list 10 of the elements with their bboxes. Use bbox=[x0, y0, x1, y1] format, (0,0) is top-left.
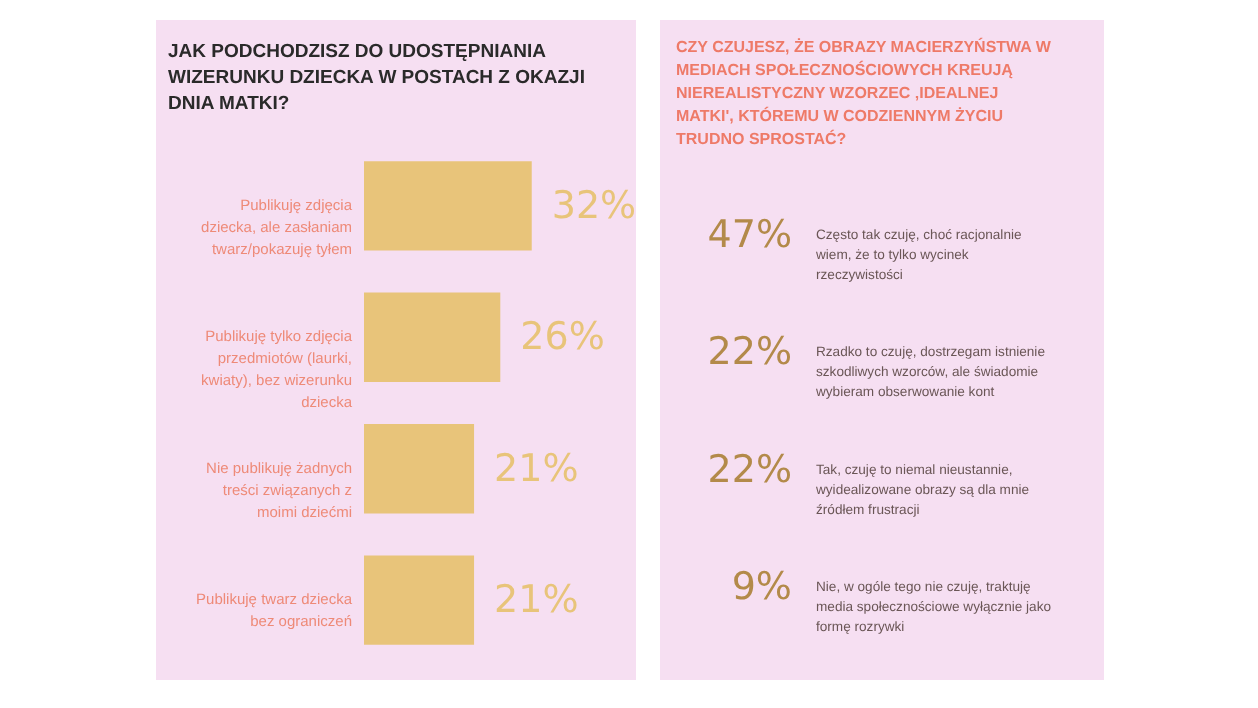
data-label: 9% bbox=[731, 565, 792, 610]
data-label: 21% bbox=[494, 446, 579, 491]
data-label: 22% bbox=[707, 447, 792, 492]
data-label: 22% bbox=[707, 330, 792, 375]
data-label: 21% bbox=[494, 578, 579, 623]
chart-title: JAK PODCHODZISZ DO UDOSTĘPNIANIA WIZERUNKU DZIECKA W POSTACH Z OKAZJI DNIA MATKI? bbox=[168, 41, 585, 115]
data-label: 32% bbox=[551, 183, 637, 228]
data-label: 47% bbox=[707, 212, 792, 257]
data-label: 26% bbox=[520, 315, 605, 360]
text: CZY CZUJESZ, ŻE OBRAZY MACIERZYŃSTWA W MEDIACH SPOŁECZNOŚCIOWYCH KREUJĄ NIEREALISTYCZNY WZORZEC ‚IDEALNEJ MATKI', KTÓREMU W CODZIENNYM ŻYCIU TRUDNO SPROSTAĆ? bbox=[676, 36, 1052, 148]
